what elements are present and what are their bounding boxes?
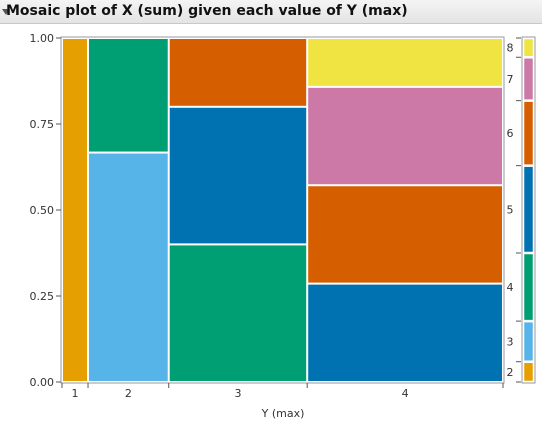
y-tick-label: 0.50 bbox=[30, 204, 55, 217]
x-tick-label: 4 bbox=[402, 387, 409, 400]
mosaic-tile-4-7[interactable] bbox=[308, 87, 502, 185]
mosaic-tile-3-6[interactable] bbox=[169, 39, 307, 106]
mosaic-tile-2-3[interactable] bbox=[89, 153, 168, 381]
legend-label: 7 bbox=[507, 73, 514, 86]
legend-swatch-7[interactable] bbox=[523, 58, 534, 100]
legend-label: 4 bbox=[507, 281, 514, 294]
legend-label: 3 bbox=[507, 335, 514, 348]
legend-label: 2 bbox=[507, 366, 514, 379]
disclosure-triangle-icon[interactable] bbox=[2, 9, 10, 15]
legend-swatch-3[interactable] bbox=[523, 321, 534, 361]
mosaic-tile-4-8[interactable] bbox=[308, 39, 502, 86]
legend-label: 5 bbox=[507, 203, 514, 216]
y-tick-label: 0.00 bbox=[30, 376, 55, 389]
mosaic-tile-3-4[interactable] bbox=[169, 245, 307, 381]
legend-swatch-5[interactable] bbox=[523, 166, 534, 253]
mosaic-tile-3-5[interactable] bbox=[169, 107, 307, 244]
y-tick-label: 0.75 bbox=[30, 118, 55, 131]
chart-title: Mosaic plot of X (sum) given each value … bbox=[6, 3, 408, 19]
mosaic-tile-4-5[interactable] bbox=[308, 284, 502, 381]
legend-swatch-4[interactable] bbox=[523, 253, 534, 321]
x-axis-title: Y (max) bbox=[261, 407, 305, 420]
y-tick-label: 0.25 bbox=[30, 290, 55, 303]
mosaic-tile-1-2[interactable] bbox=[63, 39, 88, 381]
y-tick-label: 1.00 bbox=[30, 32, 55, 45]
legend-swatch-6[interactable] bbox=[523, 101, 534, 165]
x-tick-label: 2 bbox=[125, 387, 132, 400]
x-tick-label: 1 bbox=[72, 387, 79, 400]
legend-label: 6 bbox=[507, 127, 514, 140]
legend-swatch-8[interactable] bbox=[523, 38, 534, 57]
x-tick-label: 3 bbox=[234, 387, 241, 400]
mosaic-tile-2-4[interactable] bbox=[89, 39, 168, 152]
legend-swatch-2[interactable] bbox=[523, 362, 534, 382]
chart-title-bar: Mosaic plot of X (sum) given each value … bbox=[0, 0, 542, 24]
legend-label: 8 bbox=[507, 42, 514, 55]
mosaic-tile-4-6[interactable] bbox=[308, 186, 502, 283]
